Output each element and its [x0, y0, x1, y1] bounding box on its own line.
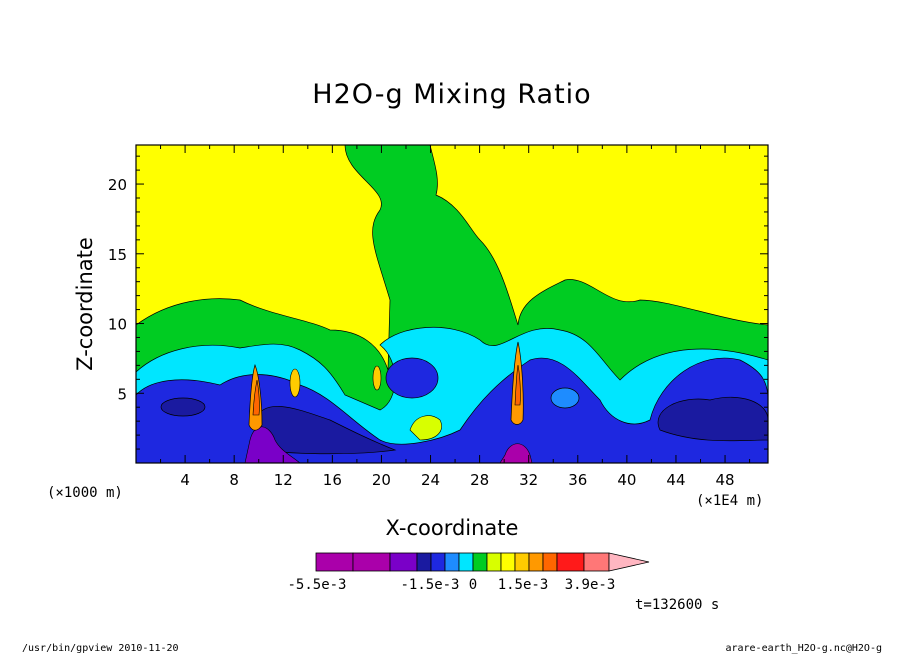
- x-tick-label: 16: [323, 471, 342, 489]
- y-tick-label: 15: [108, 246, 127, 264]
- colorbar-tick-label: 1.5e-3: [498, 577, 549, 593]
- colorbar-swatch: [444, 552, 460, 572]
- y-tick-label: 20: [108, 176, 127, 194]
- colorbar-swatch: [315, 552, 354, 572]
- colorbar-swatch: [352, 552, 391, 572]
- colorbar-swatch: [486, 552, 502, 572]
- x-axis-title: X-coordinate: [386, 516, 519, 540]
- colorbar-swatch: [556, 552, 585, 572]
- colorbar-swatch: [514, 552, 530, 572]
- x-axis: 4 8 12 16 20 24 28 32 36 40 44 48: [160, 145, 751, 489]
- x-tick-label: 8: [229, 471, 239, 489]
- y-tick-label: 10: [108, 316, 127, 334]
- plot-frame: [135, 144, 769, 464]
- footer-right: arare-earth_H2O-g.nc@H2O-g: [725, 643, 882, 654]
- colorbar-swatch: [528, 552, 544, 572]
- colorbar-swatch: [472, 552, 488, 572]
- colorbar-swatch: [542, 552, 558, 572]
- footer-left: /usr/bin/gpview 2010-11-20: [22, 643, 179, 654]
- y-axis-title: Z-coordinate: [73, 237, 97, 371]
- contour-field: [136, 145, 768, 463]
- colorbar-swatch: [458, 552, 474, 572]
- x-tick-label: 40: [617, 471, 636, 489]
- colorbar-swatch: [583, 552, 610, 572]
- colorbar-tick-label: -5.5e-3: [287, 577, 346, 593]
- colorbar-swatch: [430, 552, 446, 572]
- colorbar-swatch: [389, 552, 418, 572]
- colorbar-tick-label: 3.9e-3: [565, 577, 616, 593]
- x-unit-right: (×1E4 m): [696, 493, 763, 509]
- x-tick-label: 12: [274, 471, 293, 489]
- colorbar-swatch: [416, 552, 432, 572]
- x-tick-label: 48: [716, 471, 735, 489]
- colorbar-swatch: [500, 552, 516, 572]
- colorbar-tick-label: 0: [469, 577, 477, 593]
- x-tick-label: 36: [568, 471, 587, 489]
- x-unit-left: (×1000 m): [47, 485, 123, 501]
- x-tick-label: 44: [666, 471, 685, 489]
- x-tick-label: 32: [519, 471, 538, 489]
- colorbar-labels: -5.5e-3 -1.5e-3 0 1.5e-3 3.9e-3: [287, 577, 615, 593]
- x-tick-label: 28: [470, 471, 489, 489]
- y-axis: 5 10 15 20: [108, 155, 768, 450]
- y-tick-label: 5: [117, 385, 127, 403]
- time-label: t=132600 s: [635, 597, 719, 613]
- x-tick-label: 20: [372, 471, 391, 489]
- colorbar-arrow: [608, 552, 650, 572]
- x-tick-label: 4: [180, 471, 190, 489]
- x-tick-label: 24: [421, 471, 440, 489]
- colorbar: [315, 552, 650, 572]
- chart-title: H2O-g Mixing Ratio: [312, 79, 591, 110]
- colorbar-tick-label: -1.5e-3: [400, 577, 459, 593]
